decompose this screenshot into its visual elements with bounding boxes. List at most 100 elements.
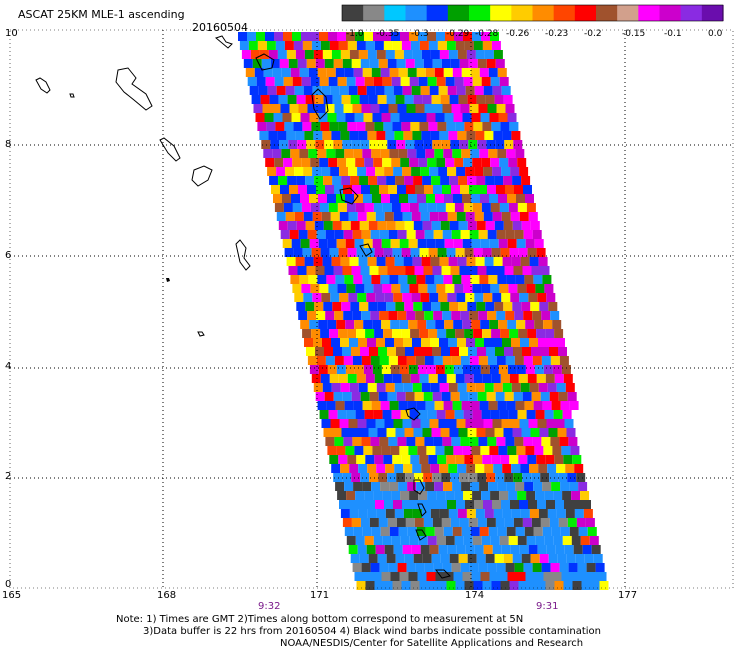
swath-cell: [379, 563, 389, 572]
swath-cell: [496, 185, 505, 194]
swath-cell: [444, 194, 453, 203]
swath-cell: [547, 383, 557, 392]
swath-cell: [387, 392, 397, 401]
swath-cell: [384, 86, 394, 95]
swath-cell: [406, 185, 415, 194]
swath-cell: [456, 293, 466, 302]
swath-cell: [578, 482, 588, 491]
swath-cell: [319, 410, 329, 419]
swath-cell: [456, 419, 466, 428]
swath-cell: [514, 311, 524, 320]
swath-cell: [506, 482, 516, 491]
swath-cell: [460, 230, 470, 239]
swath-cell: [519, 212, 529, 221]
swath-cell: [412, 464, 422, 473]
swath-cell: [500, 374, 510, 383]
swath-cell: [405, 518, 415, 527]
swath-cell: [515, 275, 525, 284]
swath-cell: [407, 401, 417, 410]
swath-cell: [245, 68, 255, 77]
swath-cell: [451, 185, 460, 194]
swath-cell: [378, 518, 388, 527]
swath-cell: [477, 140, 487, 149]
swath-cell: [274, 32, 283, 41]
swath-cell: [429, 167, 439, 176]
swath-cell: [429, 86, 439, 95]
swath-cell: [525, 446, 535, 455]
swath-cell: [341, 176, 351, 185]
swath-cell: [450, 518, 460, 527]
swath-cell: [534, 365, 544, 374]
swath-cell: [282, 239, 292, 248]
swath-cell: [391, 77, 401, 86]
swath-cell: [307, 356, 317, 365]
swath-cell: [357, 167, 367, 176]
swath-cell: [309, 320, 319, 329]
swath-cell: [429, 212, 439, 221]
swath-cell: [481, 536, 491, 545]
swath-cell: [329, 122, 339, 131]
swath-cell: [248, 41, 258, 50]
swath-cell: [541, 563, 551, 572]
swath-cell: [305, 221, 315, 230]
swath-cell: [360, 347, 369, 356]
swath-cell: [370, 563, 380, 572]
swath-cell: [533, 401, 543, 410]
swath-cell: [445, 491, 455, 500]
swath-cell: [544, 536, 554, 545]
swath-cell: [408, 113, 418, 122]
swath-cell: [316, 230, 326, 239]
swath-cell: [463, 203, 473, 212]
swath-cell: [518, 455, 528, 464]
swath-cell: [429, 293, 439, 302]
swath-cell: [341, 302, 351, 311]
colorbar-label: -0.2: [584, 29, 602, 39]
swath-cell: [445, 410, 455, 419]
x-tick-label: 171: [310, 590, 330, 601]
swath-cell: [537, 545, 547, 554]
swath-cell: [488, 68, 498, 77]
swath-cell: [515, 527, 525, 536]
swath-cell: [326, 149, 336, 158]
swath-cell: [444, 365, 454, 374]
swath-cell: [348, 419, 358, 428]
swath-cell: [483, 212, 493, 221]
swath-cell: [485, 428, 495, 437]
swath-cell: [393, 500, 402, 509]
swath-cell: [516, 446, 526, 455]
swath-cell: [390, 572, 400, 581]
swath-cell: [400, 410, 410, 419]
swath-cell: [477, 266, 487, 275]
swath-cell: [519, 545, 529, 554]
swath-cell: [472, 491, 482, 500]
swath-cell: [470, 401, 480, 410]
swath-cell: [567, 392, 577, 401]
swath-cell: [500, 248, 510, 257]
swath-cell: [494, 554, 504, 563]
swath-cell: [472, 203, 482, 212]
swath-cell: [292, 32, 301, 41]
swath-cell: [426, 365, 436, 374]
swath-cell: [447, 419, 457, 428]
swath-cell: [516, 572, 526, 581]
swath-cell: [275, 41, 285, 50]
swath-cell: [430, 509, 440, 518]
swath-cell: [439, 50, 449, 59]
swath-cell: [476, 176, 486, 185]
swath-cell: [355, 284, 365, 293]
swath-cell: [338, 455, 348, 464]
swath-cell: [463, 32, 472, 41]
swath-cell: [276, 167, 286, 176]
swath-cell: [550, 356, 560, 365]
swath-cell: [352, 356, 362, 365]
swath-cell: [389, 275, 399, 284]
swath-cell: [378, 392, 388, 401]
swath-cell: [394, 464, 404, 473]
swath-cell: [430, 131, 440, 140]
swath-cell: [508, 491, 518, 500]
swath-cell: [360, 473, 370, 482]
swath-cell: [346, 32, 355, 41]
swath-cell: [581, 581, 591, 590]
swath-cell: [385, 383, 395, 392]
swath-cell: [421, 383, 431, 392]
